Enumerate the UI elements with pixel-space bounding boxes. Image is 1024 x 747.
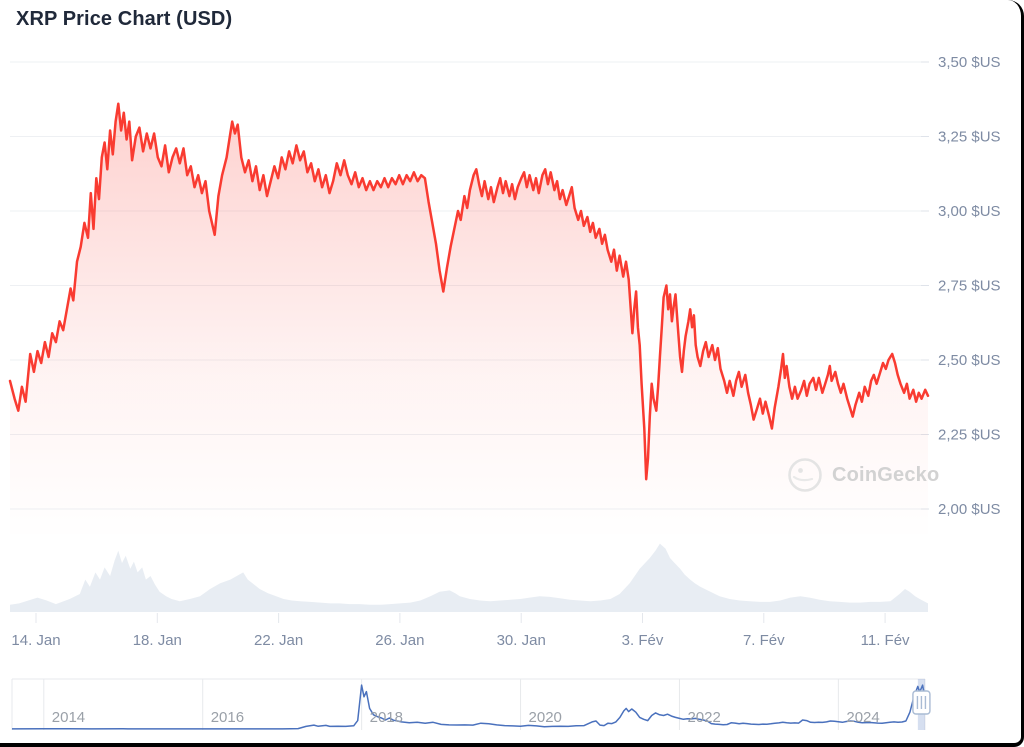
x-axis-label: 26. Jan	[375, 632, 424, 649]
x-axis-label: 14. Jan	[11, 632, 60, 649]
y-axis-label: 3,50 $US	[938, 54, 1001, 71]
navigator-year-labels: 2014 2016 2018 2020 2022 2024	[52, 709, 880, 726]
price-area-fill	[10, 103, 928, 612]
x-axis-label: 3. Fév	[622, 632, 664, 649]
x-axis-label: 18. Jan	[133, 632, 182, 649]
watermark-label: CoinGecko	[832, 463, 940, 486]
y-axis-label: 2,50 $US	[938, 352, 1001, 369]
coingecko-watermark: CoinGecko	[786, 456, 939, 494]
axis-labels: 3,50 $US 3,25 $US 3,00 $US 2,75 $US 2,50 $US…	[11, 54, 1000, 649]
price-area-series	[8, 102, 930, 612]
x-axis-label: 11. Fév	[861, 632, 910, 649]
nav-year-label: 2016	[211, 709, 244, 726]
nav-year-label: 2014	[52, 709, 85, 726]
y-axis-label: 2,00 $US	[938, 501, 1001, 518]
y-axis-label: 2,75 $US	[938, 278, 1001, 295]
navigator-selection[interactable]	[912, 679, 931, 730]
navigator-line-series	[11, 684, 926, 730]
y-axis-label: 2,25 $US	[938, 427, 1001, 444]
navigator-line	[11, 684, 926, 730]
nav-year-label: 2024	[846, 709, 879, 726]
nav-year-label: 2020	[529, 709, 562, 726]
x-axis-label: 22. Jan	[254, 632, 303, 649]
page-title: XRP Price Chart (USD)	[16, 8, 233, 30]
y-axis-label: 3,25 $US	[938, 129, 1001, 146]
nav-year-label: 2018	[370, 709, 403, 726]
nav-year-label: 2022	[687, 709, 720, 726]
x-axis-label: 30. Jan	[497, 632, 546, 649]
x-axis-label: 7. Fév	[743, 632, 785, 649]
y-axis-label: 3,00 $US	[938, 203, 1001, 220]
gecko-logo-icon	[788, 458, 822, 492]
price-line	[8, 102, 930, 481]
price-chart[interactable]: 3,50 $US 3,25 $US 3,00 $US 2,75 $US 2,50 $US…	[0, 0, 1024, 660]
range-navigator-chart[interactable]: 2014 2016 2018 2020 2022 2024	[0, 660, 1024, 747]
